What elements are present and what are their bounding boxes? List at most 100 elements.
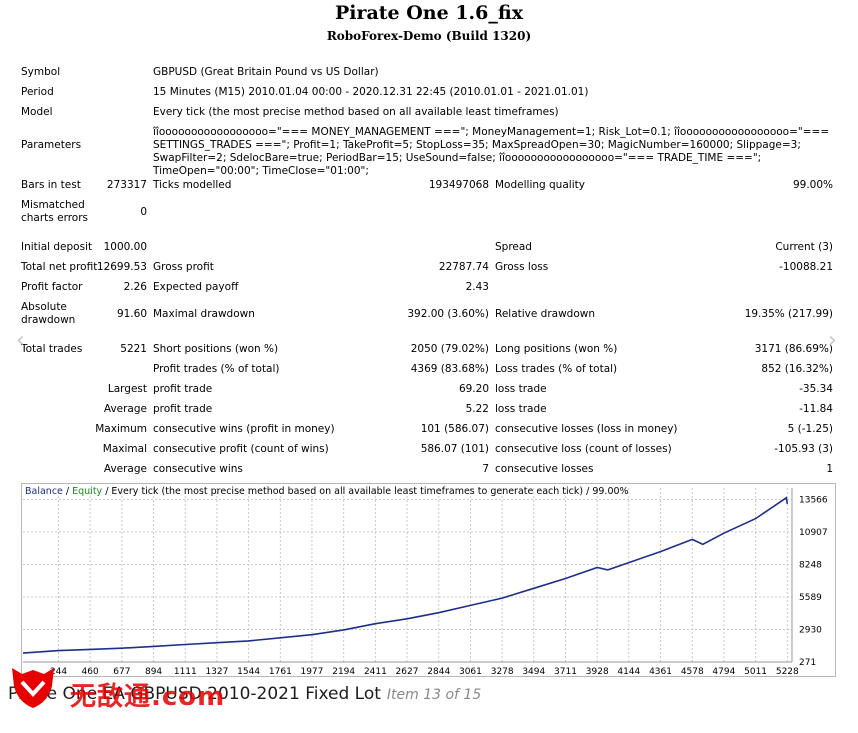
x-tick-label: 894 (145, 667, 162, 676)
maximal-consecutive-loss-label: consecutive loss (count of losses) (495, 443, 672, 455)
x-tick-label: 4794 (712, 667, 735, 676)
quality-value: 99.00% (792, 179, 833, 191)
x-tick-label: 2194 (332, 667, 355, 676)
period-value: 15 Minutes (M15) 2010.01.04 00:00 - 2020… (153, 86, 589, 98)
x-tick-label: 1327 (205, 667, 228, 676)
x-tick-label: 3494 (522, 667, 545, 676)
max-consecutive-wins-value: 101 (586.07) (420, 423, 489, 435)
deposit-label: Initial deposit (21, 241, 93, 253)
loss-trades-value: 852 (16.32%) (761, 363, 833, 375)
bars-value: 273317 (106, 179, 147, 191)
gross-profit-label: Gross profit (153, 261, 214, 273)
x-tick-label: 3278 (491, 667, 514, 676)
bars-label: Bars in test (21, 179, 81, 191)
x-tick-label: 1544 (237, 667, 260, 676)
relative-drawdown-value: 19.35% (217.99) (744, 308, 833, 320)
short-positions-label: Short positions (won %) (153, 343, 279, 355)
y-tick-label: 271 (799, 658, 816, 668)
long-positions-value: 3171 (86.69%) (754, 343, 833, 355)
legend-balance: Balance (25, 486, 63, 497)
maximum-label: Maximum (95, 423, 147, 435)
x-tick-label: 4578 (681, 667, 704, 676)
total-trades-label: Total trades (21, 343, 83, 355)
watermark-text: 无敌通.com (70, 682, 226, 712)
model-label: Model (21, 106, 53, 118)
maximal-consecutive-loss-value: -105.93 (3) (774, 443, 833, 455)
spread-value: Current (3) (775, 241, 833, 253)
profit-factor-value: 2.26 (123, 281, 147, 293)
largest-loss-value: -35.34 (799, 383, 833, 395)
average-consecutive-label: Average (103, 463, 147, 475)
report-title: Pirate One 1.6_fix (334, 2, 524, 24)
x-tick-label: 4144 (617, 667, 640, 676)
report-subtitle: RoboForex-Demo (Build 1320) (326, 29, 532, 43)
legend-separator: / (62, 486, 73, 497)
y-tick-label: 5589 (799, 593, 822, 603)
x-tick-label: 1977 (300, 667, 323, 676)
average-consecutive-wins-value: 7 (482, 463, 489, 475)
profit-trades-value: 4369 (83.68%) (410, 363, 489, 375)
x-tick-label: 5228 (776, 667, 799, 676)
maximal-drawdown-label: Maximal drawdown (153, 308, 255, 320)
absolute-drawdown-label-1: Absolute (21, 301, 67, 313)
ticks-label: Ticks modelled (153, 179, 232, 191)
x-tick-label: 2411 (364, 667, 387, 676)
x-tick-label: 244 (50, 667, 67, 676)
absolute-drawdown-value: 91.60 (116, 308, 147, 320)
max-consecutive-wins-label: consecutive wins (profit in money) (153, 423, 335, 435)
gross-profit-value: 22787.74 (438, 261, 489, 273)
gross-loss-value: -10088.21 (779, 261, 833, 273)
largest-profit-label: profit trade (153, 383, 213, 395)
x-tick-label: 2627 (396, 667, 419, 676)
expected-payoff-label: Expected payoff (153, 281, 239, 293)
total-trades-value: 5221 (120, 343, 147, 355)
average-loss-value: -11.84 (799, 403, 833, 415)
parameters-label: Parameters (21, 139, 82, 151)
caption-text: Pirate One EA GBPUSD 2010-2021 Fixed Lot (8, 684, 381, 704)
average-profit-label: profit trade (153, 403, 213, 415)
balance-chart-svg: 13566 10907 8248 5589 2930 271 244 460 677 894 111… (22, 488, 828, 677)
max-consecutive-losses-value: 5 (-1.25) (787, 423, 833, 435)
profit-factor-label: Profit factor (21, 281, 83, 293)
net-profit-label: Total net profit (21, 261, 98, 273)
y-tick-label: 13566 (799, 495, 828, 505)
average-consecutive-losses-value: 1 (826, 463, 833, 475)
short-positions-value: 2050 (79.02%) (410, 343, 489, 355)
average-consecutive-wins-label: consecutive wins (153, 463, 243, 475)
profit-trades-label: Profit trades (% of total) (153, 363, 280, 375)
mismatch-value: 0 (140, 206, 147, 218)
legend-description: / Every tick (the most precise method ba… (102, 486, 629, 497)
next-arrow-icon[interactable]: › (828, 328, 837, 353)
long-positions-label: Long positions (won %) (495, 343, 618, 355)
average-profit-value: 5.22 (465, 403, 489, 415)
average-loss-label: loss trade (495, 403, 547, 415)
symbol-label: Symbol (21, 66, 61, 78)
net-profit-value: 12699.53 (96, 261, 147, 273)
largest-label: Largest (107, 383, 147, 395)
loss-trades-label: Loss trades (% of total) (495, 363, 618, 375)
x-tick-label: 1761 (269, 667, 292, 676)
x-tick-label: 3928 (586, 667, 609, 676)
caption-item-counter: Item 13 of 15 (386, 687, 482, 703)
absolute-drawdown-label-2: drawdown (21, 314, 76, 326)
deposit-value: 1000.00 (103, 241, 147, 253)
mismatch-label-2: charts errors (21, 212, 88, 224)
maximal-label: Maximal (102, 443, 147, 455)
largest-profit-value: 69.20 (458, 383, 489, 395)
x-tick-label: 3061 (459, 667, 482, 676)
prev-arrow-icon[interactable]: ‹ (16, 328, 25, 353)
maximal-consecutive-profit-value: 586.07 (101) (420, 443, 489, 455)
chart-legend: Balance / Equity / Every tick (the most … (25, 486, 629, 497)
maximal-consecutive-profit-label: consecutive profit (count of wins) (153, 443, 329, 455)
x-tick-label: 2844 (427, 667, 450, 676)
relative-drawdown-label: Relative drawdown (495, 308, 596, 320)
spread-label: Spread (495, 241, 532, 253)
parameters-value: îîooooooooooooooooo="=== MONEY_MANAGEMEN… (153, 126, 830, 177)
average-consecutive-losses-label: consecutive losses (495, 463, 594, 475)
period-label: Period (21, 86, 54, 98)
series-line-balance (22, 496, 789, 654)
y-tick-label: 2930 (799, 625, 822, 635)
ticks-value: 193497068 (428, 179, 489, 191)
x-tick-label: 460 (82, 667, 99, 676)
shield-logo-icon (12, 668, 54, 708)
